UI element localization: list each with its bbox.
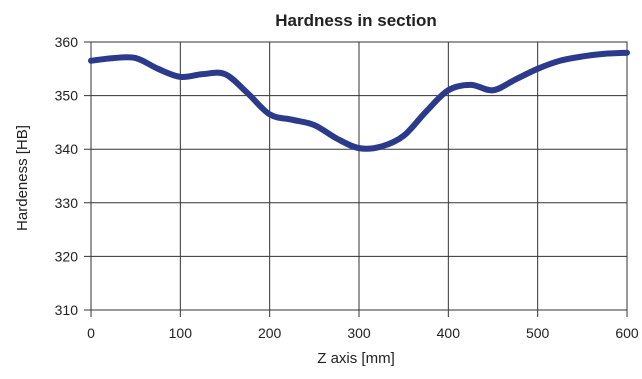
plot-frame [90,41,628,311]
chart-title: Hardness in section [275,11,437,30]
y-tick-label: 360 [55,34,79,50]
y-tick-label: 330 [55,195,79,211]
x-tick-label: 200 [258,325,282,341]
y-tick-label: 350 [55,88,79,104]
y-tick-label: 310 [55,302,79,318]
x-tick-label: 500 [526,325,550,341]
y-axis-label: Hardeness [HB] [14,125,31,231]
y-tick-label: 320 [55,248,79,264]
x-tick-label: 0 [87,325,95,341]
grid [84,41,628,317]
x-axis-label: Z axis [mm] [317,350,395,367]
x-tick-label: 300 [347,325,371,341]
x-tick-label: 400 [437,325,461,341]
tick-labels: 0 100 200 300 400 500 600 310 320 330 340 350 360 [55,34,639,341]
series-layer [88,49,630,152]
hardness-series-line [88,49,630,152]
x-tick-label: 600 [615,325,639,341]
y-tick-label: 340 [55,141,79,157]
x-tick-label: 100 [169,325,193,341]
